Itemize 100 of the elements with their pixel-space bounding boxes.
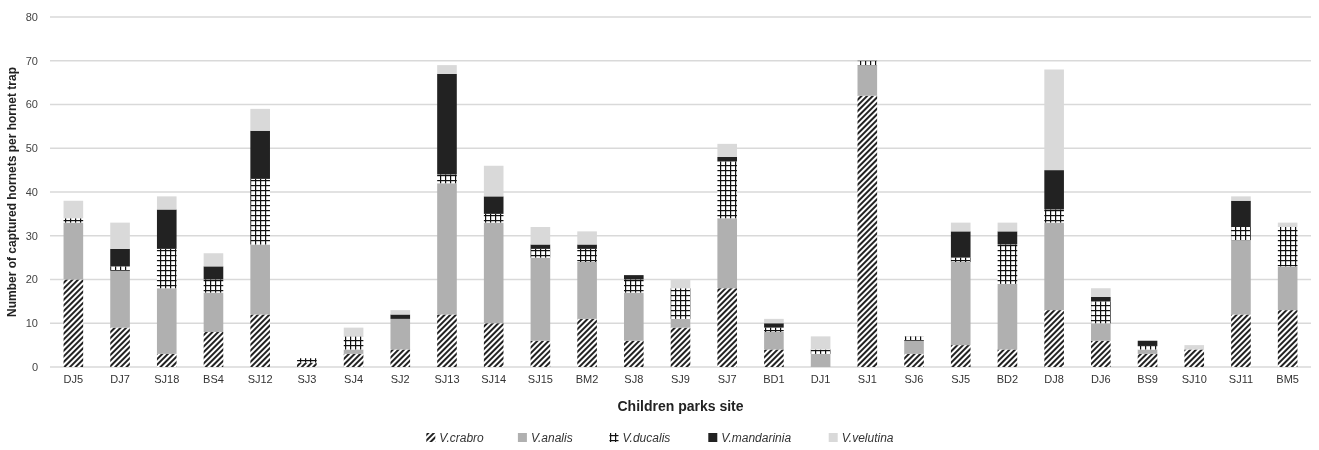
y-tick-label: 40 [25,185,38,198]
bar [1231,314,1251,367]
bar [1091,301,1111,324]
bar [670,318,691,328]
bar [437,183,457,315]
bar [1277,310,1298,367]
bar [997,244,1018,284]
bar [717,218,738,289]
bar [110,266,130,271]
bar [1184,349,1205,367]
bar [530,248,551,258]
bar [764,349,784,367]
y-tick-label: 30 [25,229,38,242]
bar [670,288,691,319]
x-tick-label: SJ11 [1228,373,1254,385]
bar [297,358,317,363]
bar [1091,340,1111,367]
bar [810,336,831,350]
bar [390,318,411,350]
bar [904,336,924,341]
bar [950,257,971,262]
bar [390,314,411,319]
x-tick-label: BS4 [203,373,224,385]
bar [1184,345,1205,350]
x-tick-label: DJ7 [110,373,130,385]
bar [203,279,224,293]
y-tick-label: 20 [25,273,38,286]
bar [623,340,644,367]
bar [997,349,1018,367]
x-tick-label: SJ4 [344,373,364,385]
y-tick-label: 50 [25,142,38,155]
bar [63,200,84,219]
bar [250,130,270,179]
bar [203,253,224,267]
bar [1044,209,1064,223]
bar [156,353,177,367]
bar [1044,170,1064,210]
x-tick-label: DJ6 [1091,373,1111,385]
bar [1137,345,1158,350]
bar [950,345,971,367]
bar [483,213,504,223]
x-tick-label: DJ1 [810,373,831,385]
x-tick-label: SJ15 [527,373,553,385]
x-tick-label: SJ9 [671,373,690,385]
x-tick-label: SJ18 [154,373,180,385]
y-tick-label: 70 [25,54,38,67]
x-tick-label: DJ8 [1044,373,1064,385]
bar [530,340,551,367]
bar [904,340,924,354]
x-tick-label: SJ8 [624,373,644,385]
legend-label: V.ducalis [622,431,671,445]
y-tick-label: 10 [25,317,38,330]
bar [857,65,878,96]
x-tick-label: SJ6 [904,373,924,385]
bar [203,332,224,367]
bar [483,222,504,324]
bar [1277,227,1298,267]
x-tick-label: SJ7 [717,373,737,385]
bar [156,248,177,289]
bar [156,288,177,354]
bar [764,327,784,332]
bar [950,231,971,258]
legend-label: V.crabro [439,431,485,445]
bar [63,218,84,223]
bar [390,349,411,367]
bar [1091,297,1111,302]
bar [764,332,784,350]
x-axis-title: Children parks site [617,398,744,414]
bar [1044,310,1064,367]
bar [343,353,364,367]
bar [250,314,270,367]
x-tick-label: BD2 [996,373,1019,385]
bar [950,222,971,232]
bar [577,262,597,319]
bar [483,323,504,367]
bar [203,266,224,280]
x-tick-label: DJ5 [63,373,84,385]
bar [250,178,270,245]
bar [764,318,784,324]
bar [343,336,364,350]
bar [577,248,597,262]
y-tick-label: 60 [25,98,38,111]
bar [904,353,924,367]
x-tick-label: BM5 [1276,373,1299,385]
bar [390,310,411,315]
bar [857,95,878,367]
bar [63,279,84,367]
bar [297,362,317,367]
bar [717,157,738,162]
bar [203,292,224,332]
legend-label: V.velutina [841,431,894,445]
bar [1231,200,1251,227]
bar [764,323,784,328]
x-tick-label: BM2 [575,373,599,385]
y-tick-label: 0 [31,360,38,373]
x-tick-label: SJ10 [1181,373,1207,385]
bar [1277,266,1298,311]
bar [623,275,644,280]
bar [997,231,1018,245]
bar [530,257,551,341]
